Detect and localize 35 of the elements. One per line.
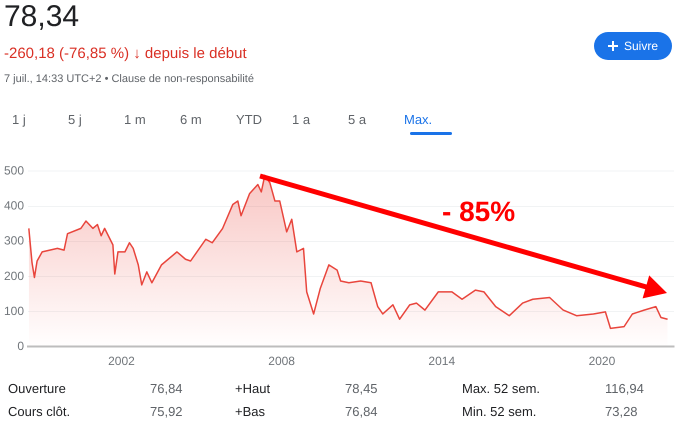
y-tick-label: 300 xyxy=(4,234,24,248)
y-tick-label: 200 xyxy=(4,268,24,283)
text: 75,92 xyxy=(150,404,183,419)
text: 116,94 xyxy=(605,381,644,396)
x-tick-label: 2008 xyxy=(268,354,296,368)
text: 78,45 xyxy=(345,381,378,396)
y-tick-label: 0 xyxy=(17,338,24,353)
text: 5 a xyxy=(348,112,366,127)
y-tick-label: 100 xyxy=(4,304,24,318)
chart-subtitle: -260,18 (-76,85 %) ↓ depuis le début xyxy=(4,45,247,62)
text: Min. 52 sem. xyxy=(462,404,536,419)
text: 76,84 xyxy=(345,404,378,419)
text: 5 j xyxy=(68,112,82,127)
text: 6 m xyxy=(180,112,202,127)
text: +Bas xyxy=(235,404,265,419)
text: 1 m xyxy=(124,112,146,127)
text: 76,84 xyxy=(150,381,183,396)
text: +Haut xyxy=(235,381,270,396)
y-tick-label: 400 xyxy=(4,198,24,213)
text: YTD xyxy=(236,112,262,127)
text: Suivre xyxy=(624,39,658,53)
y-tick-label: 500 xyxy=(4,164,24,178)
x-tick-label: 2002 xyxy=(108,354,136,368)
text: 1 a xyxy=(292,112,310,127)
text: Ouverture xyxy=(8,381,66,396)
annotation: - 85% xyxy=(442,196,516,228)
chart-title: 78,34 xyxy=(4,0,80,34)
text: Max. xyxy=(404,112,432,127)
text: Max. 52 sem. xyxy=(462,381,540,396)
text: 7 juil., 14:33 UTC+2 • Clause de non-responsabilité xyxy=(4,73,254,85)
x-tick-label: 2014 xyxy=(428,354,456,368)
x-tick-label: 2020 xyxy=(588,354,616,368)
text: 73,28 xyxy=(605,404,638,419)
text: 1 j xyxy=(12,112,26,127)
text: Cours clôt. xyxy=(8,404,70,419)
